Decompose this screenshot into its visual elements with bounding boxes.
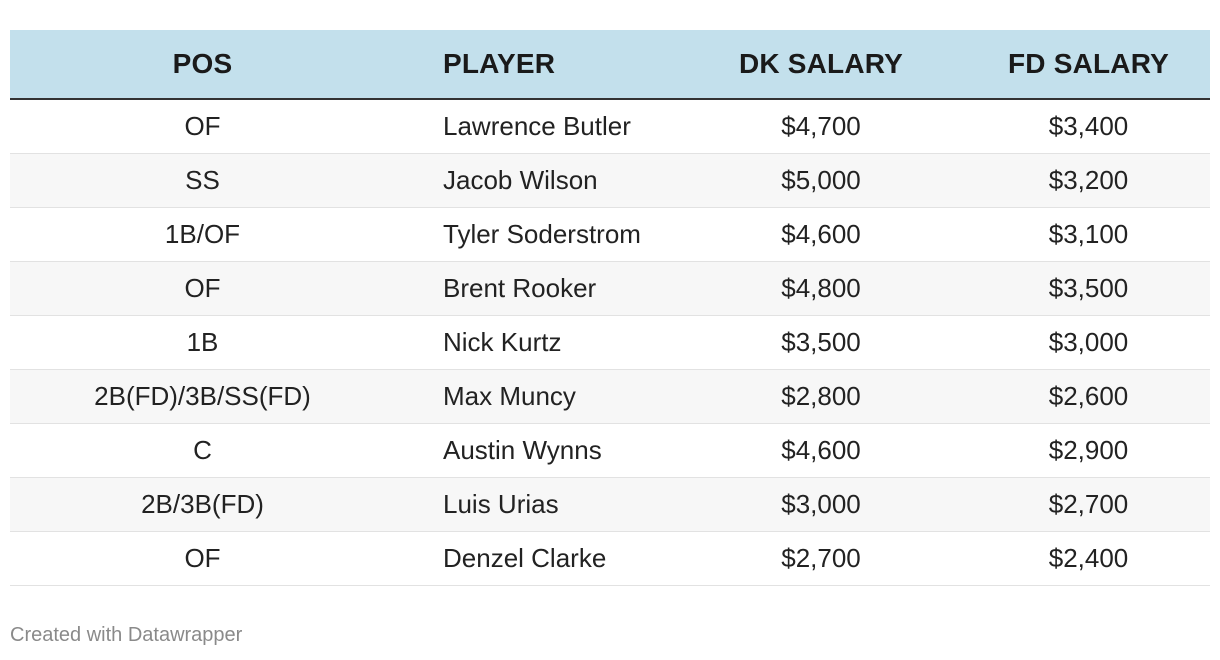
cell-fd-salary: $3,400 <box>967 99 1210 154</box>
cell-player: Max Muncy <box>395 369 675 424</box>
cell-fd-salary: $2,600 <box>967 369 1210 424</box>
cell-dk-salary: $4,600 <box>675 207 967 262</box>
cell-pos: 1B/OF <box>10 207 395 262</box>
cell-pos: 2B(FD)/3B/SS(FD) <box>10 369 395 424</box>
cell-player: Jacob Wilson <box>395 153 675 208</box>
column-header-dk-salary[interactable]: DK SALARY <box>675 30 967 100</box>
cell-pos: OF <box>10 531 395 586</box>
table-body: OF Lawrence Butler $4,700 $3,400 SS Jacob Wil… <box>10 99 1210 586</box>
cell-dk-salary: $5,000 <box>675 153 967 208</box>
column-header-player[interactable]: PLAYER <box>395 30 675 100</box>
cell-pos: OF <box>10 261 395 316</box>
table-row: 1B Nick Kurtz $3,500 $3,000 <box>10 315 1210 370</box>
table-row: 1B/OF Tyler Soderstrom $4,600 $3,100 <box>10 207 1210 262</box>
salary-table: POS PLAYER DK SALARY FD SALARY OF Lawrenc… <box>10 30 1210 586</box>
cell-player: Denzel Clarke <box>395 531 675 586</box>
cell-pos: 1B <box>10 315 395 370</box>
salary-table-container: POS PLAYER DK SALARY FD SALARY OF Lawrenc… <box>10 30 1210 586</box>
cell-dk-salary: $4,600 <box>675 423 967 478</box>
cell-dk-salary: $4,700 <box>675 99 967 154</box>
table-row: C Austin Wynns $4,600 $2,900 <box>10 423 1210 478</box>
cell-player: Austin Wynns <box>395 423 675 478</box>
table-row: OF Denzel Clarke $2,700 $2,400 <box>10 531 1210 586</box>
table-row: OF Brent Rooker $4,800 $3,500 <box>10 261 1210 316</box>
table-row: OF Lawrence Butler $4,700 $3,400 <box>10 99 1210 154</box>
cell-dk-salary: $3,000 <box>675 477 967 532</box>
cell-fd-salary: $2,900 <box>967 423 1210 478</box>
table-header: POS PLAYER DK SALARY FD SALARY <box>10 30 1210 100</box>
cell-fd-salary: $2,400 <box>967 531 1210 586</box>
cell-player: Brent Rooker <box>395 261 675 316</box>
column-header-fd-salary[interactable]: FD SALARY <box>967 30 1210 100</box>
cell-fd-salary: $3,500 <box>967 261 1210 316</box>
cell-player: Lawrence Butler <box>395 99 675 154</box>
cell-pos: OF <box>10 99 395 154</box>
cell-dk-salary: $4,800 <box>675 261 967 316</box>
cell-fd-salary: $3,200 <box>967 153 1210 208</box>
table-row: SS Jacob Wilson $5,000 $3,200 <box>10 153 1210 208</box>
cell-player: Nick Kurtz <box>395 315 675 370</box>
cell-player: Tyler Soderstrom <box>395 207 675 262</box>
cell-dk-salary: $2,800 <box>675 369 967 424</box>
cell-fd-salary: $3,000 <box>967 315 1210 370</box>
cell-fd-salary: $3,100 <box>967 207 1210 262</box>
cell-pos: C <box>10 423 395 478</box>
cell-pos: 2B/3B(FD) <box>10 477 395 532</box>
table-row: 2B(FD)/3B/SS(FD) Max Muncy $2,800 $2,600 <box>10 369 1210 424</box>
cell-player: Luis Urias <box>395 477 675 532</box>
column-header-pos[interactable]: POS <box>10 30 395 100</box>
header-row: POS PLAYER DK SALARY FD SALARY <box>10 30 1210 100</box>
datawrapper-credit: Created with Datawrapper <box>10 624 243 646</box>
cell-fd-salary: $2,700 <box>967 477 1210 532</box>
cell-dk-salary: $3,500 <box>675 315 967 370</box>
cell-dk-salary: $2,700 <box>675 531 967 586</box>
cell-pos: SS <box>10 153 395 208</box>
table-row: 2B/3B(FD) Luis Urias $3,000 $2,700 <box>10 477 1210 532</box>
